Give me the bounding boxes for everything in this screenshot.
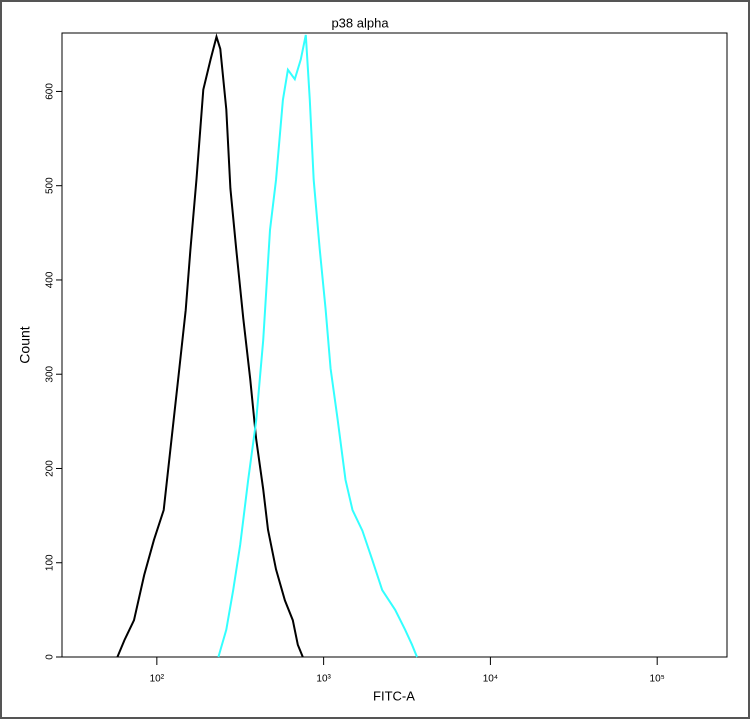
plot-area: [61, 32, 728, 658]
histogram-line: [116, 33, 304, 658]
y-tick-label: 100: [45, 554, 56, 571]
histogram-line: [217, 34, 418, 658]
x-tick-label: 10⁵: [650, 674, 665, 685]
x-tick-label: 10⁴: [483, 674, 498, 685]
y-tick-label: 200: [45, 460, 56, 477]
y-axis-label: Count: [17, 326, 33, 363]
x-tick-label: 10²: [150, 674, 165, 685]
y-tick-label: 0: [45, 654, 56, 660]
y-tick-label: 400: [45, 271, 56, 288]
chart-title: p38 alpha: [331, 15, 389, 30]
y-tick-label: 300: [45, 365, 56, 382]
x-axis-label: FITC-A: [373, 688, 415, 703]
x-tick-label: 10³: [316, 674, 331, 685]
y-tick-label: 600: [45, 83, 56, 100]
y-tick-label: 500: [45, 177, 56, 194]
